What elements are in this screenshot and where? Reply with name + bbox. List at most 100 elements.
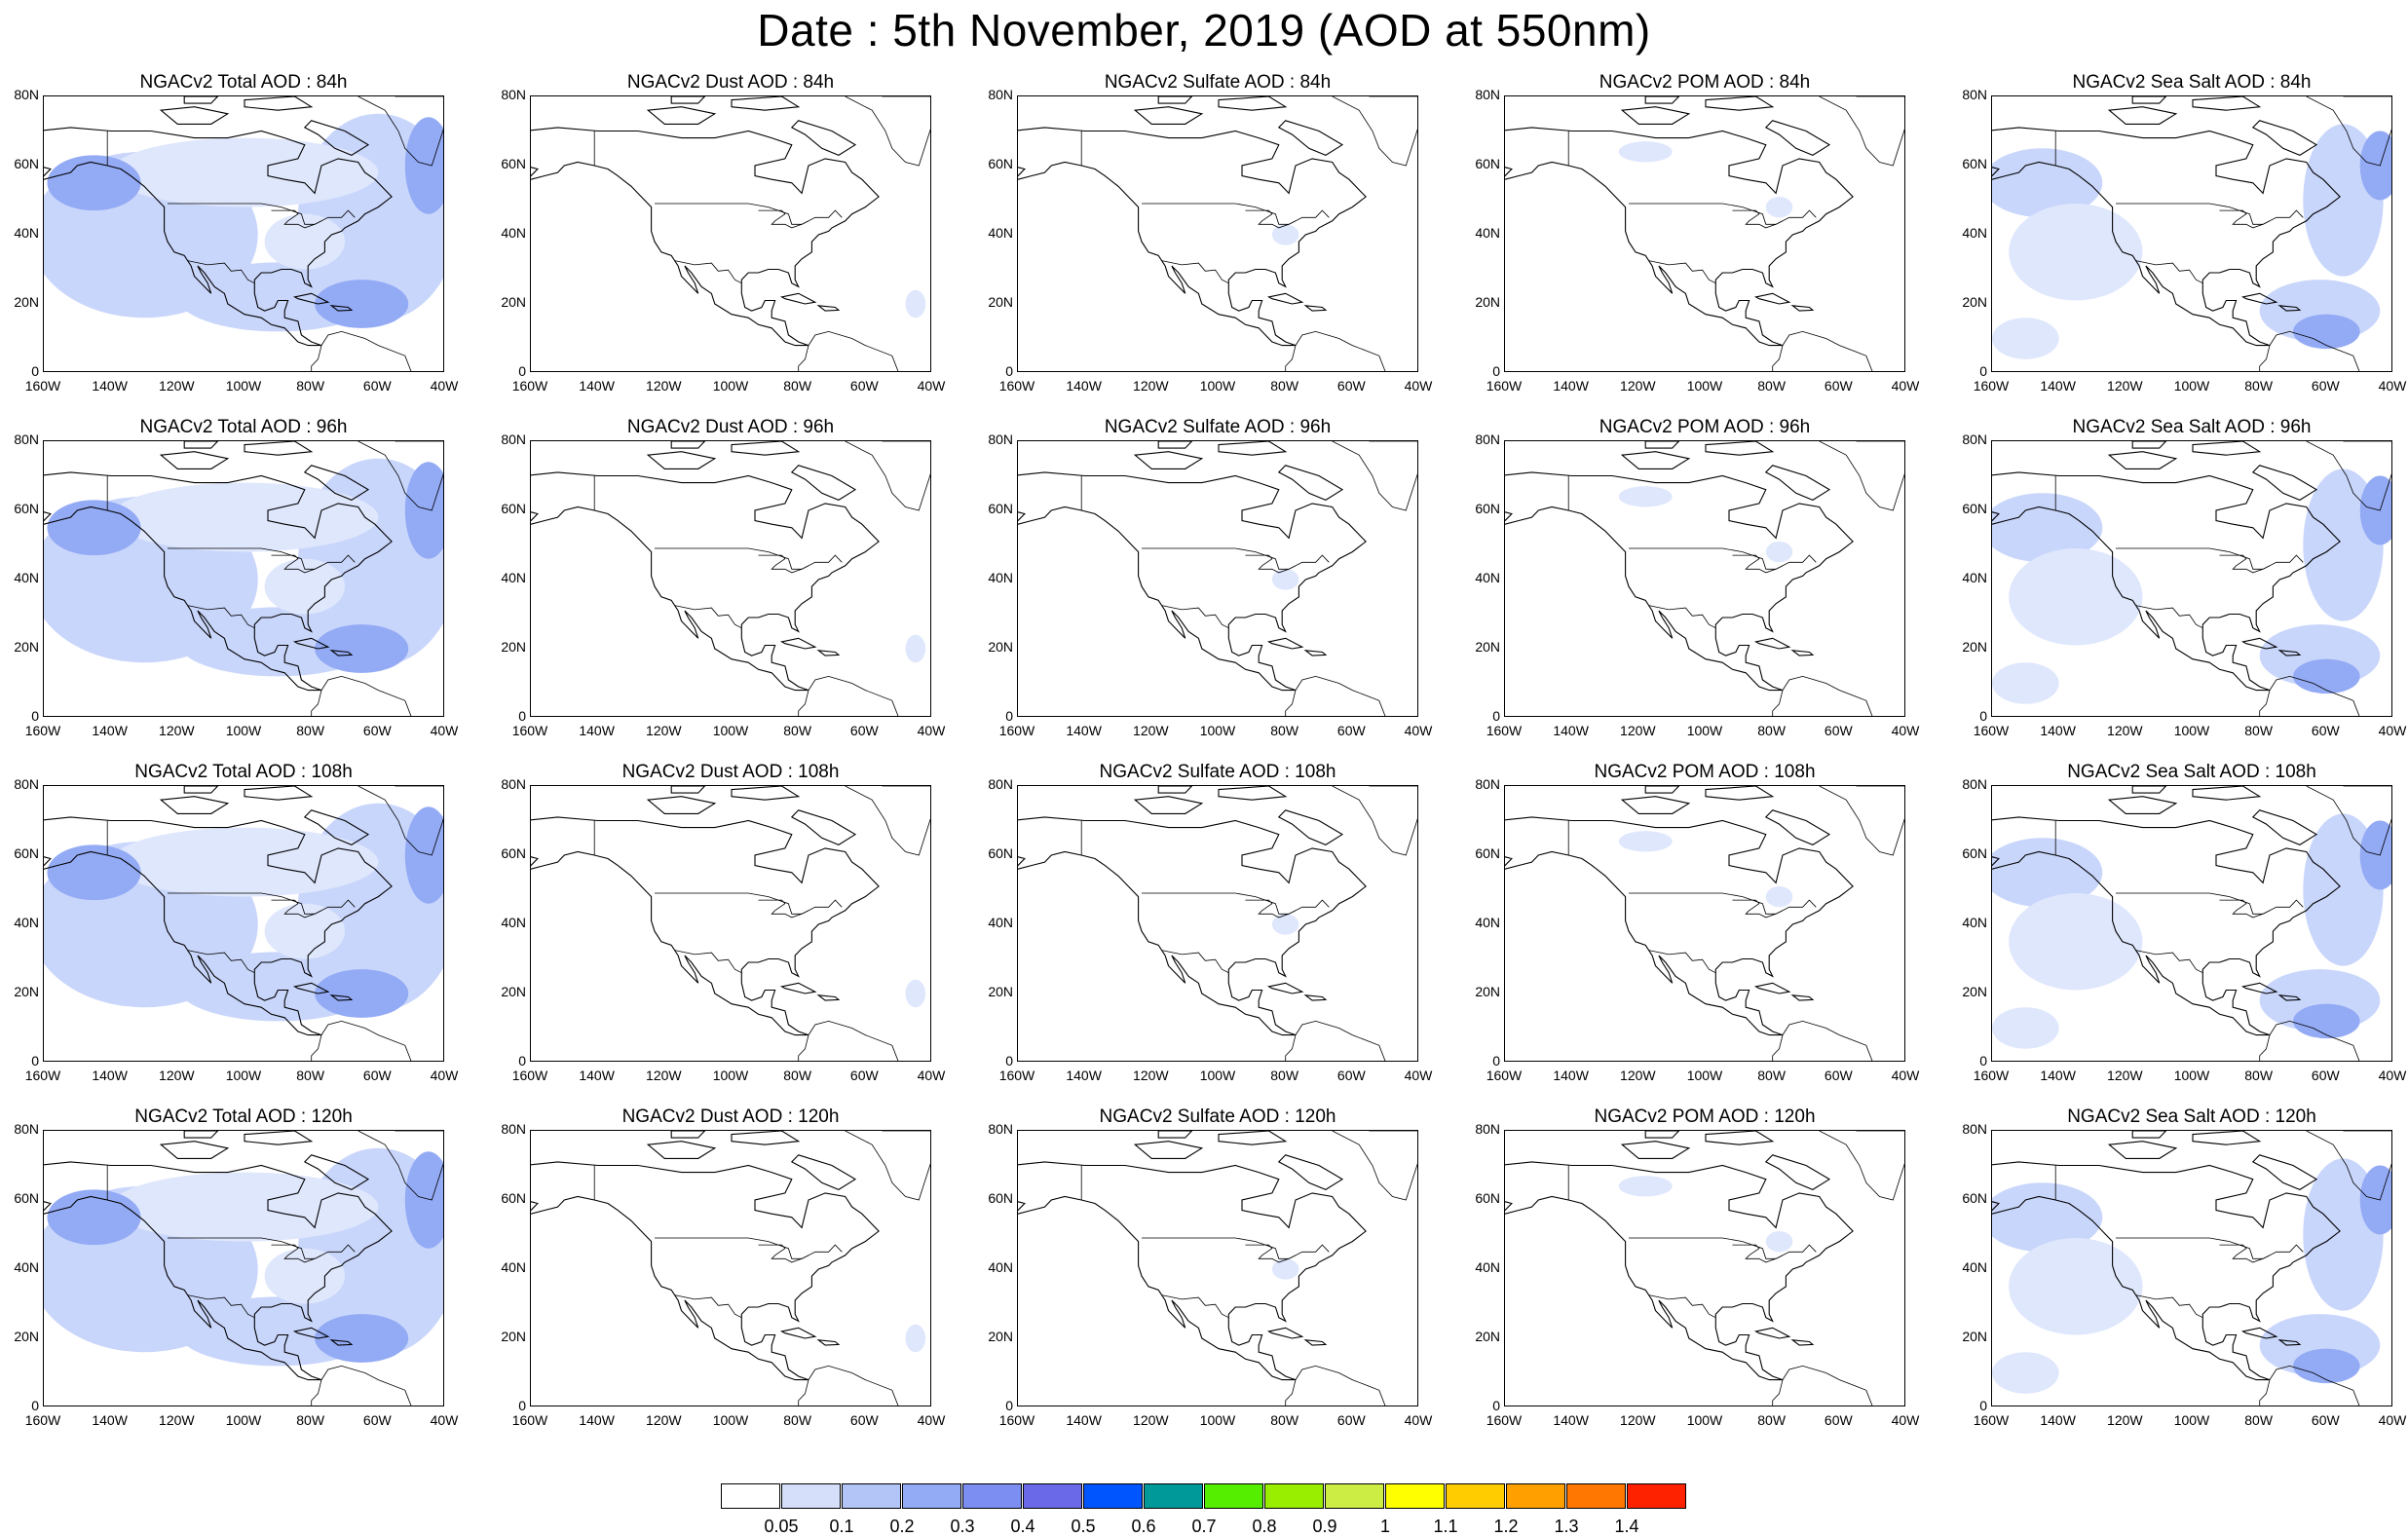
lat-tick-label: 40N (1475, 570, 1500, 585)
map-canvas (1018, 441, 1417, 716)
map-plot-area (43, 1130, 444, 1406)
coastline-arctic-island (1157, 1131, 1193, 1139)
lon-tick-label: 100W (225, 1068, 262, 1083)
aod-shading (47, 844, 141, 901)
border-us-mexico (187, 605, 255, 629)
aod-shading (110, 137, 379, 207)
coastline (1018, 1161, 1367, 1381)
map-plot-area (1504, 785, 1905, 1062)
lat-tick-label: 0 (1979, 708, 1987, 724)
coastline-arctic-island (1620, 106, 1691, 125)
border-us-canada (1629, 892, 1817, 915)
coastline-greenland (2306, 441, 2391, 511)
lat-tick-label: 0 (518, 1053, 526, 1068)
map-plot-area (530, 785, 931, 1062)
coastline (1992, 816, 2341, 1036)
lat-tick-label: 0 (31, 1398, 39, 1413)
lon-tick-label: 160W (1486, 378, 1523, 394)
lon-tick-label: 140W (579, 1412, 615, 1428)
great-lakes (758, 554, 809, 574)
map-plot-area (43, 440, 444, 717)
lat-tick-label: 40N (14, 915, 39, 930)
map-panel-sulfate-84h: NGACv2 Sulfate AOD : 84h 80N 60N 40N 20N 0 160… (974, 68, 1461, 409)
lat-tick-label: 60N (1962, 501, 1987, 516)
lat-tick-label: 20N (988, 1329, 1013, 1344)
lat-tick-label: 40N (1962, 1259, 1987, 1275)
panel-title: NGACv2 Sea Salt AOD : 120h (2067, 1106, 2316, 1127)
lat-tick-label: 40N (1475, 1259, 1500, 1275)
lat-tick-label: 60N (501, 845, 526, 861)
coastline-hispaniola (1303, 1339, 1328, 1346)
lat-tick-label: 60N (1475, 156, 1500, 171)
map-plot-area (530, 1130, 931, 1406)
lat-tick-label: 80N (1962, 431, 1987, 447)
coastline-hispaniola (1790, 650, 1815, 656)
coastline-cuba (1753, 982, 1791, 994)
lat-tick-label: 80N (988, 431, 1013, 447)
colorbar-swatch (902, 1483, 961, 1509)
coastline-baffin (1764, 465, 1831, 502)
lon-tick-label: 140W (1553, 378, 1589, 394)
lon-tick-label: 80W (2244, 1068, 2274, 1083)
lat-tick-label: 0 (518, 1398, 526, 1413)
coastline-cuba (1753, 292, 1791, 305)
coastline-arctic-island (2192, 786, 2262, 801)
lon-tick-label: 60W (1336, 1068, 1366, 1083)
panel-title: NGACv2 Total AOD : 96h (139, 417, 348, 437)
lon-tick-label: 120W (159, 1412, 195, 1428)
lon-tick-label: 100W (1686, 1068, 1723, 1083)
lon-tick-label: 120W (646, 1412, 682, 1428)
colorbar-swatch (1264, 1483, 1324, 1509)
lon-tick-label: 60W (1824, 723, 1853, 738)
lat-tick-label: 40N (1475, 225, 1500, 241)
lon-tick-label: 80W (1757, 723, 1787, 738)
coastline-baffin (1764, 809, 1831, 846)
lon-tick-label: 120W (646, 1068, 682, 1083)
map-canvas (531, 96, 930, 371)
lat-tick-label: 0 (1005, 1398, 1013, 1413)
aod-shading (404, 117, 443, 214)
coastline-south-america (798, 1365, 899, 1406)
lon-tick-label: 80W (296, 1068, 325, 1083)
coastline-baffin (2251, 809, 2318, 846)
lat-tick-label: 40N (501, 225, 526, 241)
aod-shading (1618, 831, 1673, 852)
lat-tick-label: 0 (1492, 363, 1500, 379)
coastline-arctic-island (1644, 441, 1680, 449)
lon-tick-label: 60W (1824, 1068, 1853, 1083)
lon-tick-label: 120W (1620, 723, 1656, 738)
lat-tick-label: 60N (14, 845, 39, 861)
border-us-canada (1142, 203, 1330, 225)
lon-tick-label: 140W (92, 1068, 128, 1083)
coastline-hispaniola (816, 650, 841, 656)
border-us-canada (2116, 203, 2304, 225)
lon-tick-label: 40W (2378, 723, 2407, 738)
map-plot-area (530, 440, 931, 717)
great-lakes (1732, 899, 1784, 918)
coastline-greenland (1819, 1131, 1904, 1201)
coastline-south-america (311, 330, 412, 371)
colorbar-swatch (1023, 1483, 1082, 1509)
lat-tick-label: 20N (14, 1329, 39, 1344)
map-plot-area (43, 95, 444, 372)
aod-shading (315, 1314, 409, 1363)
colorbar-label: 1.3 (1554, 1517, 1579, 1536)
coastline-arctic-island (731, 1131, 801, 1145)
border-us-canada (655, 1237, 843, 1259)
aod-shading (2009, 548, 2143, 646)
coastline-arctic-island (670, 441, 706, 449)
coastline (1018, 127, 1367, 347)
lat-tick-label: 80N (1475, 431, 1500, 447)
lon-tick-label: 140W (2040, 1068, 2076, 1083)
aod-shading (905, 1324, 926, 1353)
border-us-canada (168, 203, 356, 225)
lon-tick-label: 80W (783, 1068, 812, 1083)
coastline-south-america (1772, 330, 1873, 371)
lat-tick-label: 20N (501, 639, 526, 655)
lon-tick-label: 160W (1973, 723, 2010, 738)
lon-tick-label: 160W (24, 378, 61, 394)
great-lakes (1245, 1244, 1297, 1263)
lon-tick-label: 60W (1824, 378, 1853, 394)
lat-tick-label: 60N (14, 156, 39, 171)
lat-tick-label: 20N (1962, 294, 1987, 310)
